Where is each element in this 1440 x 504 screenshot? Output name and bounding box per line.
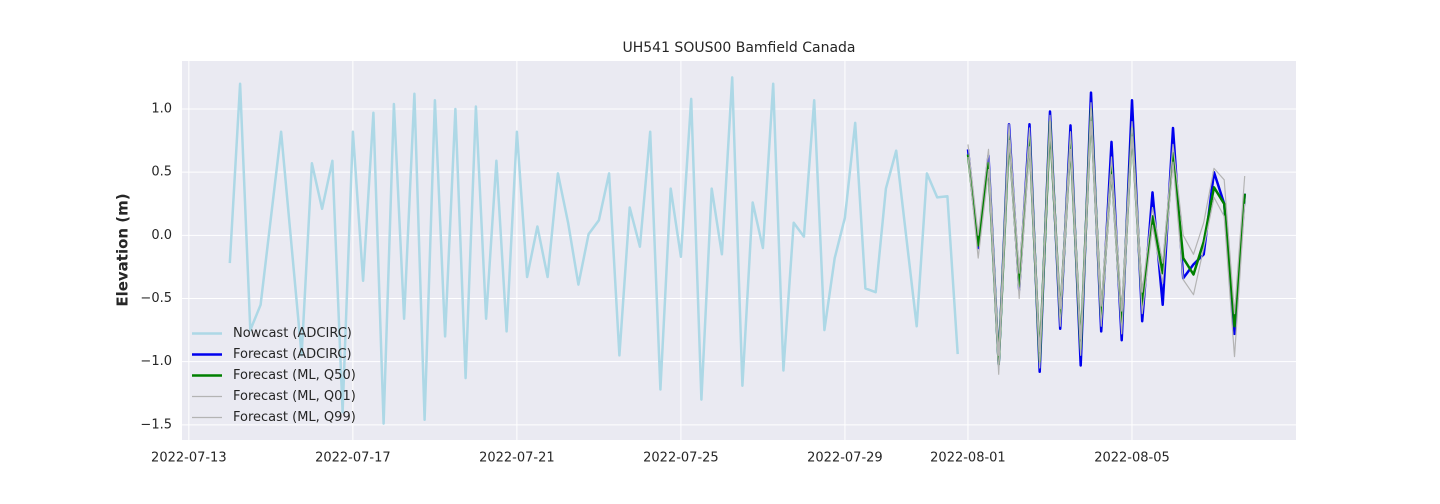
y-tick-label: −1.0 xyxy=(140,354,172,369)
series-line xyxy=(967,121,1246,375)
legend-label: Forecast (ML, Q01) xyxy=(233,389,356,404)
series-line xyxy=(967,102,1246,356)
chart-title: UH541 SOUS00 Bamfield Canada xyxy=(622,40,855,56)
x-tick-label: 2022-07-17 xyxy=(315,451,391,466)
y-tick-label: −0.5 xyxy=(140,291,172,306)
y-tick-label: 0.5 xyxy=(151,165,172,180)
x-tick-label: 2022-07-13 xyxy=(151,451,227,466)
legend-label: Nowcast (ADCIRC) xyxy=(233,326,352,341)
series-line xyxy=(228,76,959,425)
y-tick-label: 0.0 xyxy=(151,228,172,243)
x-tick-label: 2022-07-25 xyxy=(643,451,719,466)
legend-label: Forecast (ADCIRC) xyxy=(233,347,352,362)
legend-label: Forecast (ML, Q99) xyxy=(233,410,356,425)
y-tick-label: −1.5 xyxy=(140,417,172,432)
x-tick-label: 2022-08-01 xyxy=(930,451,1006,466)
y-tick-label: 1.0 xyxy=(151,102,172,117)
x-tick-label: 2022-07-21 xyxy=(479,451,555,466)
x-tick-label: 2022-07-29 xyxy=(807,451,883,466)
x-tick-label: 2022-08-05 xyxy=(1094,451,1170,466)
y-axis-label: Elevation (m) xyxy=(114,193,132,306)
legend-label: Forecast (ML, Q50) xyxy=(233,368,356,383)
